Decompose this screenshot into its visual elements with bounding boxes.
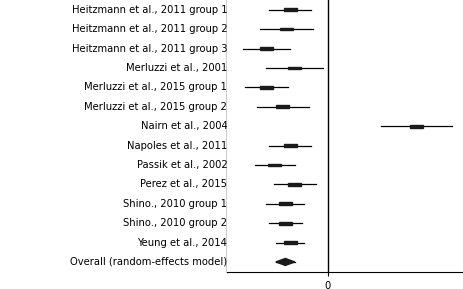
Polygon shape bbox=[279, 28, 293, 31]
Text: Napoles et al., 2011: Napoles et al., 2011 bbox=[127, 140, 227, 151]
Text: Shino., 2010 group 1: Shino., 2010 group 1 bbox=[123, 199, 227, 209]
Polygon shape bbox=[259, 86, 272, 89]
Polygon shape bbox=[288, 183, 300, 186]
Text: Overall (random-effects model): Overall (random-effects model) bbox=[70, 257, 227, 267]
Polygon shape bbox=[283, 241, 296, 244]
Polygon shape bbox=[275, 258, 294, 266]
Text: Merluzzi et al., 2001: Merluzzi et al., 2001 bbox=[126, 63, 227, 73]
Polygon shape bbox=[268, 164, 281, 166]
Polygon shape bbox=[276, 105, 289, 108]
Text: Heitzmann et al., 2011 group 1: Heitzmann et al., 2011 group 1 bbox=[72, 5, 227, 15]
Text: Merluzzi et al., 2015 group 2: Merluzzi et al., 2015 group 2 bbox=[84, 102, 227, 112]
Text: Shino., 2010 group 2: Shino., 2010 group 2 bbox=[123, 218, 227, 228]
Polygon shape bbox=[409, 125, 422, 127]
Text: Merluzzi et al., 2015 group 1: Merluzzi et al., 2015 group 1 bbox=[84, 82, 227, 92]
Polygon shape bbox=[259, 47, 272, 50]
Text: Perez et al., 2015: Perez et al., 2015 bbox=[140, 179, 227, 189]
Text: Yeung et al., 2014: Yeung et al., 2014 bbox=[137, 238, 227, 248]
Polygon shape bbox=[283, 144, 296, 147]
Polygon shape bbox=[288, 66, 300, 69]
Text: Heitzmann et al., 2011 group 3: Heitzmann et al., 2011 group 3 bbox=[72, 44, 227, 53]
Text: Nairn et al., 2004: Nairn et al., 2004 bbox=[140, 121, 227, 131]
Polygon shape bbox=[283, 8, 296, 11]
Text: Heitzmann et al., 2011 group 2: Heitzmann et al., 2011 group 2 bbox=[72, 24, 227, 34]
Polygon shape bbox=[278, 222, 291, 225]
Polygon shape bbox=[278, 202, 291, 205]
Text: Passik et al., 2002: Passik et al., 2002 bbox=[136, 160, 227, 170]
